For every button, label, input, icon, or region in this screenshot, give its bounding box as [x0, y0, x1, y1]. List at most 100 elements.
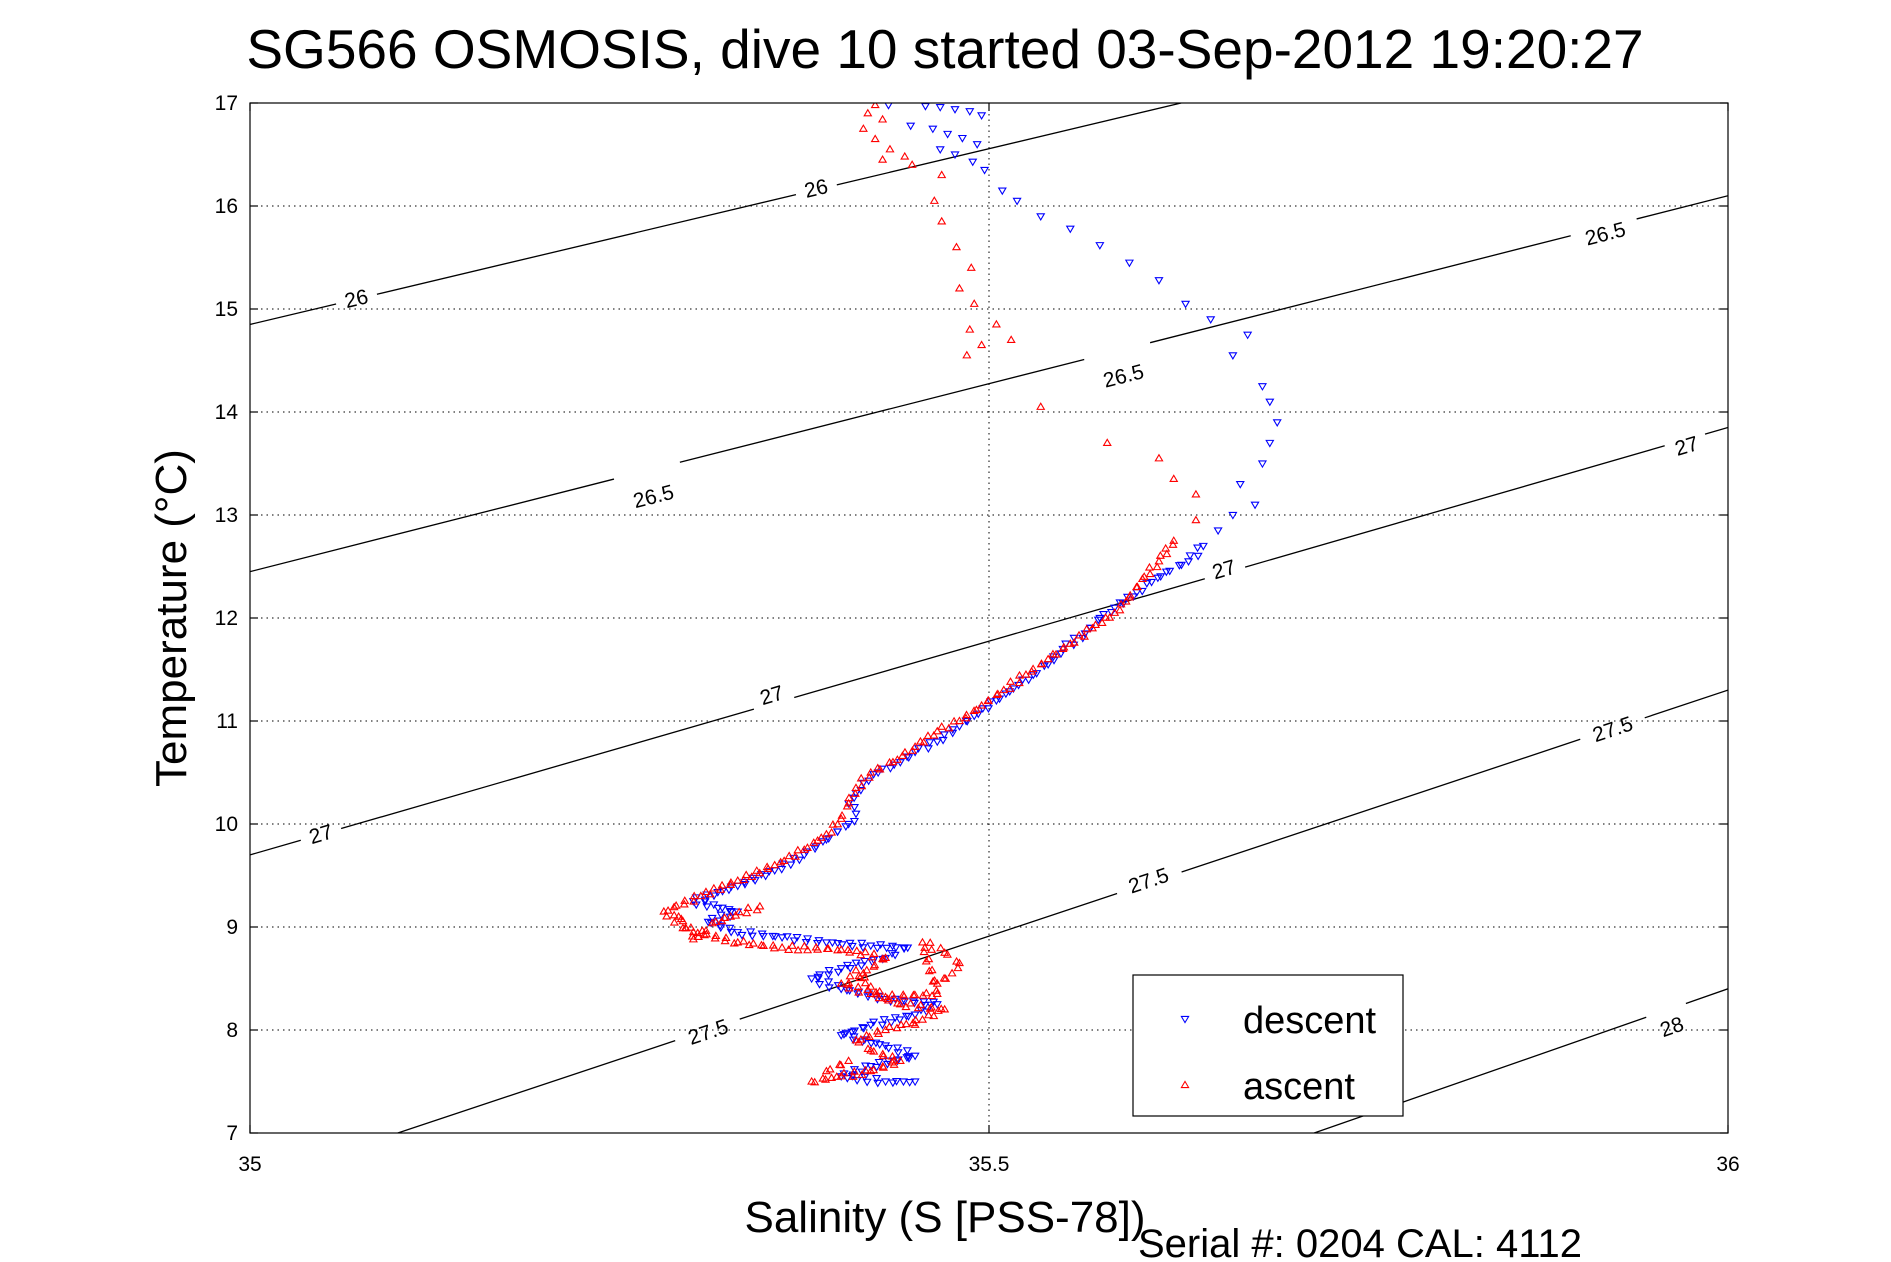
serial-cal-footer: Serial #: 0204 CAL: 4112: [1138, 1222, 1582, 1262]
descent-point: [943, 130, 953, 139]
ascent-point: [1145, 569, 1155, 578]
descent-point: [860, 957, 870, 966]
descent-point: [1183, 558, 1194, 567]
ascent-point: [927, 945, 937, 953]
ascent-point: [769, 943, 779, 952]
descent-point: [866, 1039, 876, 1048]
descent-point: [1028, 671, 1038, 680]
ascent-point: [860, 947, 870, 956]
ascent-point: [1036, 402, 1046, 410]
descent-point: [777, 865, 787, 874]
descent-point: [938, 736, 948, 745]
ascent-point: [833, 819, 843, 828]
ascent-point: [777, 942, 787, 951]
descent-point: [824, 984, 834, 993]
ascent-point: [721, 933, 731, 942]
ascent-point: [663, 905, 673, 914]
descent-point: [864, 990, 874, 999]
contour-label-28: 28: [1657, 1013, 1687, 1042]
contour-line-27.5: [1644, 689, 1728, 719]
descent-point: [895, 1016, 905, 1025]
ascent-point: [962, 350, 972, 359]
descent-point: [740, 881, 750, 889]
ascent-point: [870, 134, 880, 143]
descent-point: [839, 1031, 849, 1039]
ascent-point: [802, 843, 813, 851]
ascent-point: [733, 875, 743, 884]
descent-point: [827, 939, 837, 948]
ascent-point: [807, 1076, 817, 1085]
ascent-point: [947, 968, 957, 977]
ascent-point: [875, 764, 885, 773]
ascent-point: [862, 965, 872, 974]
descent-point: [713, 904, 723, 913]
descent-point: [836, 965, 846, 973]
ascent-point: [898, 990, 908, 998]
descent-point: [968, 158, 978, 167]
descent-point: [1142, 580, 1152, 588]
ascent-point: [951, 242, 962, 251]
ascent-point: [878, 1051, 888, 1060]
descent-point: [875, 1041, 885, 1049]
contour-line-27: [794, 578, 1205, 699]
descent-point: [1206, 316, 1216, 324]
ascent-point: [954, 283, 965, 292]
ascent-point: [895, 999, 905, 1008]
descent-point: [983, 705, 994, 714]
descent-point: [957, 134, 967, 143]
x-axis-label: Salinity (S [PSS-78]): [744, 1193, 1145, 1242]
ascent-point: [1110, 608, 1120, 616]
descent-point: [1228, 511, 1238, 520]
descent-point: [884, 1044, 894, 1053]
contour-line-26: [376, 193, 797, 295]
ascent-point: [1074, 630, 1084, 639]
descent-point: [866, 1021, 876, 1030]
ascent-point: [929, 196, 939, 204]
ascent-point: [921, 988, 931, 997]
descent-point: [737, 931, 747, 940]
ascent-point: [1162, 549, 1172, 558]
descent-point: [1265, 439, 1275, 448]
ascent-point: [832, 1072, 842, 1080]
descent-point: [847, 942, 857, 951]
descent-point: [792, 934, 802, 942]
ascent-point: [878, 954, 888, 963]
ascent-point: [809, 838, 819, 846]
contour-label-27: 27: [1210, 556, 1239, 585]
ascent-point: [726, 877, 736, 886]
ascent-point: [860, 972, 870, 981]
contour-label-27: 27: [1672, 432, 1701, 461]
descent-point: [1110, 604, 1120, 613]
descent-point: [1193, 544, 1203, 553]
scatter-points: [659, 103, 1282, 1088]
ascent-point: [1069, 637, 1079, 646]
ascent-point: [845, 947, 855, 956]
descent-point: [899, 997, 910, 1006]
y-axis-label: Temperature (°C): [147, 449, 196, 787]
y-tick-label: 8: [226, 1019, 238, 1042]
ascent-point: [878, 1061, 888, 1070]
descent-point: [746, 928, 756, 937]
ascent-point: [747, 872, 757, 880]
ascent-point: [756, 940, 767, 949]
ascent-point: [954, 716, 965, 725]
ascent-point: [965, 324, 975, 333]
ascent-point: [1005, 677, 1016, 685]
y-tick-label: 12: [215, 607, 238, 630]
ascent-point: [793, 845, 803, 854]
ascent-point: [836, 1071, 846, 1080]
ascent-point: [1027, 666, 1037, 675]
descent-point: [778, 860, 788, 869]
descent-point: [818, 838, 828, 846]
descent-point: [856, 962, 867, 971]
ascent-point: [699, 930, 710, 939]
descent-point: [1174, 562, 1184, 570]
descent-point: [874, 1058, 884, 1067]
ascent-point: [910, 742, 920, 750]
ascent-point: [895, 1056, 905, 1064]
ascent-point: [755, 868, 765, 877]
descent-point: [862, 1078, 872, 1087]
ascent-point: [892, 1023, 902, 1032]
descent-point: [866, 1062, 876, 1071]
ascent-point: [897, 751, 908, 759]
